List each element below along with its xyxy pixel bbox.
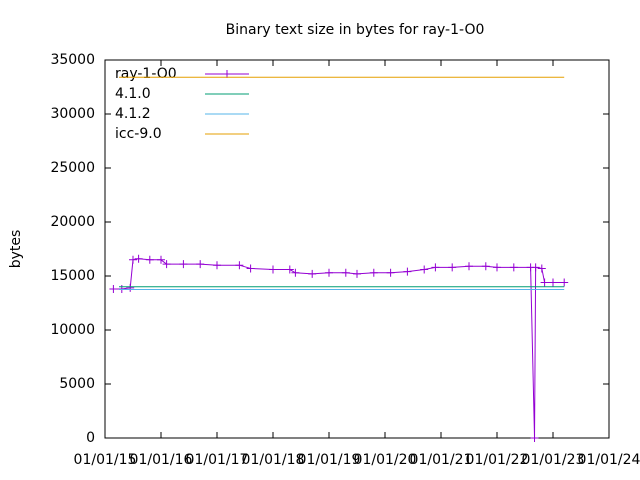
series-line xyxy=(113,258,565,439)
y-tick-label: 25000 xyxy=(50,160,95,176)
data-point xyxy=(325,268,333,277)
legend-marker xyxy=(223,70,231,78)
data-point xyxy=(134,254,143,263)
legend-label: 4.1.0 xyxy=(115,86,151,102)
data-point xyxy=(157,255,165,264)
data-point xyxy=(308,269,317,278)
data-point xyxy=(386,268,395,277)
plot-frame xyxy=(104,59,610,439)
data-point xyxy=(530,434,539,442)
data-point xyxy=(341,268,350,277)
data-point xyxy=(269,265,277,274)
y-tick-label: 10000 xyxy=(50,322,95,338)
data-point xyxy=(420,265,429,274)
y-tick-label: 20000 xyxy=(50,214,95,230)
chart-title: Binary text size in bytes for ray-1-O0 xyxy=(226,22,485,38)
data-point xyxy=(285,265,294,274)
data-point xyxy=(179,260,188,269)
data-point xyxy=(431,263,440,272)
data-point xyxy=(493,263,501,272)
data-point xyxy=(403,267,412,276)
y-tick-label: 15000 xyxy=(50,268,95,284)
data-point xyxy=(465,262,473,271)
x-tick-label: 01/01/17 xyxy=(186,452,249,468)
data-point xyxy=(531,263,540,272)
y-tick-label: 35000 xyxy=(50,52,95,68)
legend-label: icc-9.0 xyxy=(115,126,162,142)
x-tick-label: 01/01/23 xyxy=(522,452,585,468)
x-tick-label: 01/01/16 xyxy=(130,452,193,468)
legend-label: ray-1-O0 xyxy=(115,66,177,82)
x-tick-label: 01/01/20 xyxy=(354,452,417,468)
data-point xyxy=(291,268,300,277)
data-point xyxy=(481,262,490,271)
legend-label: 4.1.2 xyxy=(115,106,151,122)
data-point xyxy=(196,260,205,269)
data-point xyxy=(537,264,546,273)
data-point xyxy=(145,255,154,264)
data-point xyxy=(560,278,569,287)
data-point xyxy=(509,263,518,272)
data-point xyxy=(129,255,137,264)
data-point xyxy=(540,278,549,287)
x-tick-label: 01/01/19 xyxy=(298,452,361,468)
y-axis-label: bytes xyxy=(8,230,24,269)
data-point xyxy=(117,284,126,293)
data-point xyxy=(549,278,557,287)
y-tick-label: 0 xyxy=(86,430,95,446)
data-point xyxy=(213,261,221,270)
data-point xyxy=(162,260,171,269)
x-tick-label: 01/01/22 xyxy=(466,452,529,468)
data-point xyxy=(235,261,244,270)
y-tick-label: 5000 xyxy=(59,376,95,392)
data-point xyxy=(109,284,118,293)
data-point xyxy=(448,263,457,272)
x-tick-label: 01/01/15 xyxy=(74,452,137,468)
x-tick-label: 01/01/21 xyxy=(410,452,473,468)
data-point xyxy=(126,283,135,292)
y-tick-label: 30000 xyxy=(50,106,95,122)
x-tick-label: 01/01/24 xyxy=(578,452,640,468)
data-point xyxy=(369,268,378,277)
data-point xyxy=(246,264,255,273)
data-point xyxy=(353,269,361,278)
x-tick-label: 01/01/18 xyxy=(242,452,305,468)
